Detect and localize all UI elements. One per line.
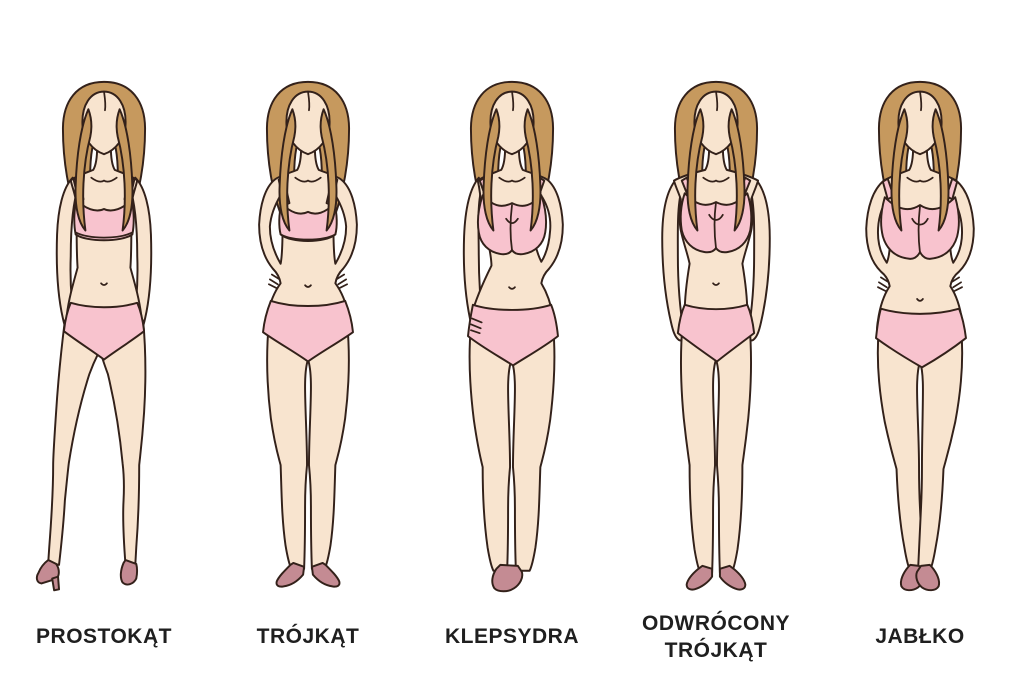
body-types-diagram: PROSTOKĄT TRÓJKĄT KLEPSYDRA ODWRÓCONY TR… <box>2 76 1022 665</box>
body-type-label-hourglass: KLEPSYDRA <box>444 625 580 649</box>
body-type-column-rectangle: PROSTOKĄT <box>2 76 206 665</box>
body-type-label-rectangle: PROSTOKĄT <box>36 625 172 649</box>
body-type-label-inverted-triangle: ODWRÓCONY TRÓJKĄT <box>642 612 790 663</box>
body-type-column-hourglass: KLEPSYDRA <box>410 76 614 665</box>
body-type-column-apple: JABŁKO <box>818 76 1022 665</box>
triangle-body-figure-illustration <box>210 76 406 604</box>
rectangle-body-figure-illustration <box>6 76 202 604</box>
body-type-column-triangle: TRÓJKĄT <box>206 76 410 665</box>
body-type-label-triangle: TRÓJKĄT <box>256 625 360 649</box>
inverted-triangle-body-figure-illustration <box>618 76 814 604</box>
apple-body-figure-illustration <box>822 76 1018 604</box>
hourglass-body-figure-illustration <box>414 76 610 604</box>
body-type-column-inverted-triangle: ODWRÓCONY TRÓJKĄT <box>614 76 818 665</box>
body-type-label-apple: JABŁKO <box>875 625 965 649</box>
